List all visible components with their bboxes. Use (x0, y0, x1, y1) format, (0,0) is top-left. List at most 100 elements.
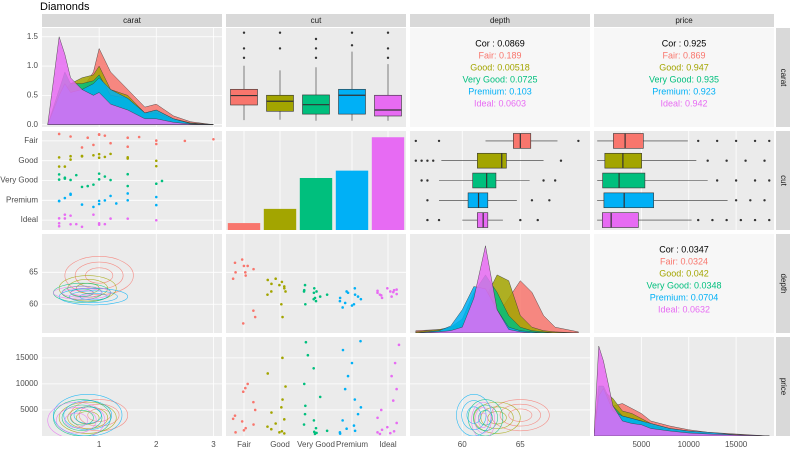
panel (230, 31, 402, 121)
point (86, 136, 90, 140)
contour (61, 404, 103, 431)
correlation-group: Ideal: 0.942 (660, 98, 707, 108)
correlation-group: Fair: 0.869 (662, 50, 705, 60)
row-strip-label: depth (779, 273, 788, 293)
point (57, 132, 61, 136)
outlier (386, 31, 390, 34)
point (253, 408, 257, 412)
point (359, 406, 363, 409)
contour (73, 406, 102, 424)
point (395, 292, 398, 296)
point (57, 165, 61, 168)
y-tick-label: 1.0 (27, 61, 39, 70)
point (278, 431, 281, 434)
panel (57, 132, 215, 229)
point (314, 299, 318, 303)
point (92, 213, 95, 216)
point (341, 348, 345, 352)
point (352, 302, 356, 306)
point (80, 155, 84, 158)
outlier (577, 139, 580, 143)
contour (473, 401, 521, 434)
point (274, 422, 277, 425)
point (97, 172, 101, 175)
point (274, 277, 277, 281)
panel (414, 133, 580, 228)
column-strip (42, 14, 222, 27)
point (63, 213, 67, 216)
point (318, 295, 322, 298)
point (346, 291, 350, 295)
point (350, 361, 354, 365)
point (233, 414, 237, 417)
point (103, 155, 107, 159)
contour (63, 400, 113, 431)
contour (474, 407, 492, 434)
point (341, 306, 344, 309)
point (393, 361, 397, 365)
box (472, 172, 497, 189)
x-tick-label: 1 (97, 440, 102, 449)
point (57, 178, 61, 181)
point (154, 142, 158, 146)
point (109, 152, 112, 156)
correlation-overall: Cor : 0.0869 (475, 38, 525, 48)
point (270, 282, 273, 286)
point (234, 271, 237, 274)
point (359, 339, 362, 343)
outlier (753, 179, 757, 182)
x-tick-label: Premium (336, 440, 368, 449)
contour (58, 401, 117, 434)
point (154, 203, 158, 207)
point (284, 290, 287, 293)
point (270, 427, 273, 431)
point (325, 429, 329, 433)
point (343, 387, 347, 391)
point (397, 343, 401, 347)
point (160, 179, 164, 183)
column-strip-label: carat (123, 16, 142, 25)
point (92, 205, 95, 209)
y-tick-label: 5000 (20, 405, 38, 414)
point (103, 222, 107, 226)
y-tick-label: Good (18, 156, 38, 165)
point (338, 296, 342, 300)
point (304, 340, 308, 344)
point (63, 196, 67, 200)
x-tick-label: Very Good (297, 440, 335, 449)
contour (64, 256, 134, 295)
y-tick-label: Fair (24, 136, 38, 145)
outlier (278, 31, 282, 34)
point (252, 423, 255, 426)
point (97, 178, 101, 181)
point (231, 417, 235, 421)
correlation-group: Premium: 0.923 (652, 86, 716, 96)
point (380, 296, 384, 300)
point (302, 288, 306, 292)
point (378, 432, 382, 436)
row-strip-label: cut (779, 175, 788, 186)
contour (70, 410, 94, 426)
point (240, 420, 244, 423)
box (602, 212, 639, 228)
density-area (594, 345, 770, 436)
x-tick-label: 65 (516, 440, 525, 449)
row-strip (776, 234, 790, 333)
outlier (314, 56, 318, 60)
panel-background (410, 337, 590, 436)
point (246, 382, 249, 386)
point (240, 258, 244, 261)
y-tick-label: 0.0 (27, 120, 39, 129)
point (338, 431, 342, 434)
panel (231, 258, 398, 325)
point (392, 430, 396, 433)
point (63, 176, 67, 179)
point (278, 283, 281, 287)
point (353, 398, 357, 401)
point (63, 217, 67, 220)
outlier (763, 159, 766, 162)
point (69, 135, 72, 138)
outlier (350, 44, 354, 47)
point (341, 419, 344, 422)
point (356, 295, 360, 298)
